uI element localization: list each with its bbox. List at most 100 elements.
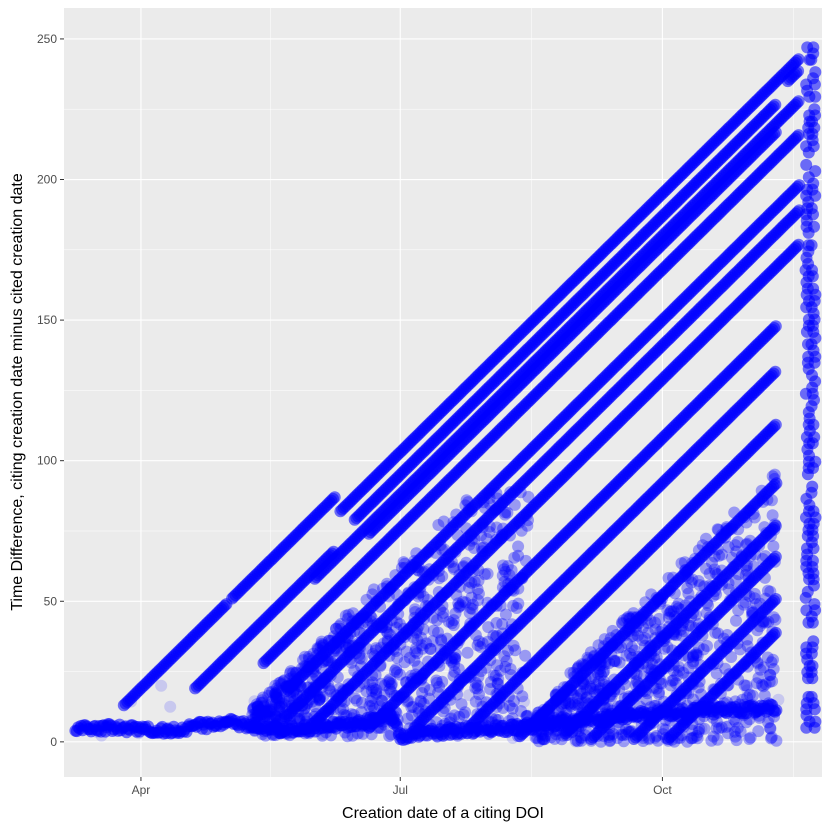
data-point (649, 623, 662, 636)
data-point (266, 703, 279, 716)
data-point (391, 666, 403, 679)
data-point (363, 678, 376, 691)
data-point (275, 698, 288, 710)
data-point (681, 582, 694, 595)
data-point (597, 666, 610, 679)
data-point (709, 626, 722, 639)
data-point (750, 677, 763, 690)
data-point (580, 683, 593, 696)
data-point (562, 697, 575, 710)
data-point (420, 637, 433, 650)
data-point (382, 675, 395, 688)
data-point (364, 695, 377, 708)
data-point (411, 634, 424, 647)
data-point (268, 688, 281, 701)
data-point (690, 647, 703, 660)
data-point (706, 556, 718, 569)
data-point (739, 596, 752, 609)
data-point (665, 605, 678, 618)
data-point (408, 654, 421, 667)
data-point (636, 634, 649, 647)
data-point (737, 598, 750, 611)
data-point (459, 706, 472, 719)
data-point (424, 643, 437, 655)
data-point (254, 705, 267, 717)
data-point (589, 678, 602, 691)
data-point (251, 705, 264, 718)
data-point (476, 637, 489, 650)
data-point (366, 676, 379, 689)
data-point (255, 696, 267, 709)
data-point (257, 696, 269, 709)
data-point (764, 669, 777, 682)
data-point (252, 704, 265, 717)
data-point (390, 663, 403, 676)
data-point (584, 680, 597, 693)
data-point (721, 727, 734, 740)
data-point (407, 700, 420, 713)
data-point (642, 626, 655, 639)
data-point (515, 705, 527, 717)
data-point (667, 605, 680, 618)
data-point (734, 725, 747, 738)
data-point (741, 640, 754, 653)
data-point (507, 695, 520, 708)
data-point (264, 698, 277, 711)
data-point (491, 677, 504, 690)
data-point (705, 734, 718, 747)
data-point (565, 700, 578, 713)
data-point (251, 700, 264, 713)
data-point (657, 722, 669, 735)
data-point (765, 732, 777, 745)
data-point (653, 612, 666, 625)
data-point (249, 707, 262, 720)
data-point (457, 708, 470, 721)
data-point (691, 649, 704, 662)
data-point (264, 705, 277, 718)
data-point (449, 652, 461, 665)
data-point (682, 651, 695, 664)
data-point (299, 650, 311, 663)
data-point (452, 601, 465, 614)
data-point (257, 691, 270, 704)
data-point (349, 692, 361, 705)
data-point (285, 665, 297, 678)
data-point (497, 559, 509, 572)
data-point (673, 664, 686, 677)
data-point (631, 629, 644, 642)
data-point (504, 663, 517, 675)
data-point (670, 600, 683, 613)
data-point (734, 643, 747, 656)
data-point (610, 655, 622, 668)
data-point (405, 701, 418, 714)
data-point (471, 639, 484, 652)
data-point (274, 676, 287, 689)
data-point (260, 704, 273, 717)
data-point (762, 615, 775, 628)
data-point (592, 667, 604, 680)
data-point (770, 734, 783, 747)
data-point (716, 548, 728, 561)
data-point (430, 676, 443, 689)
data-point (640, 693, 653, 706)
data-point (649, 616, 661, 629)
data-point (580, 691, 593, 704)
data-point (256, 708, 269, 721)
data-point (388, 665, 401, 677)
data-point (375, 694, 388, 707)
data-point (767, 653, 779, 666)
data-point (415, 631, 428, 644)
data-point (297, 654, 310, 667)
data-point (792, 95, 805, 108)
data-point (448, 709, 461, 722)
data-point (256, 694, 268, 707)
data-point (604, 734, 617, 747)
data-point (587, 682, 599, 695)
data-point (453, 600, 466, 613)
data-point (519, 649, 532, 662)
data-point (682, 587, 695, 600)
data-point (360, 685, 373, 698)
data-point (506, 702, 519, 715)
data-point (492, 673, 505, 686)
data-point (432, 519, 445, 531)
